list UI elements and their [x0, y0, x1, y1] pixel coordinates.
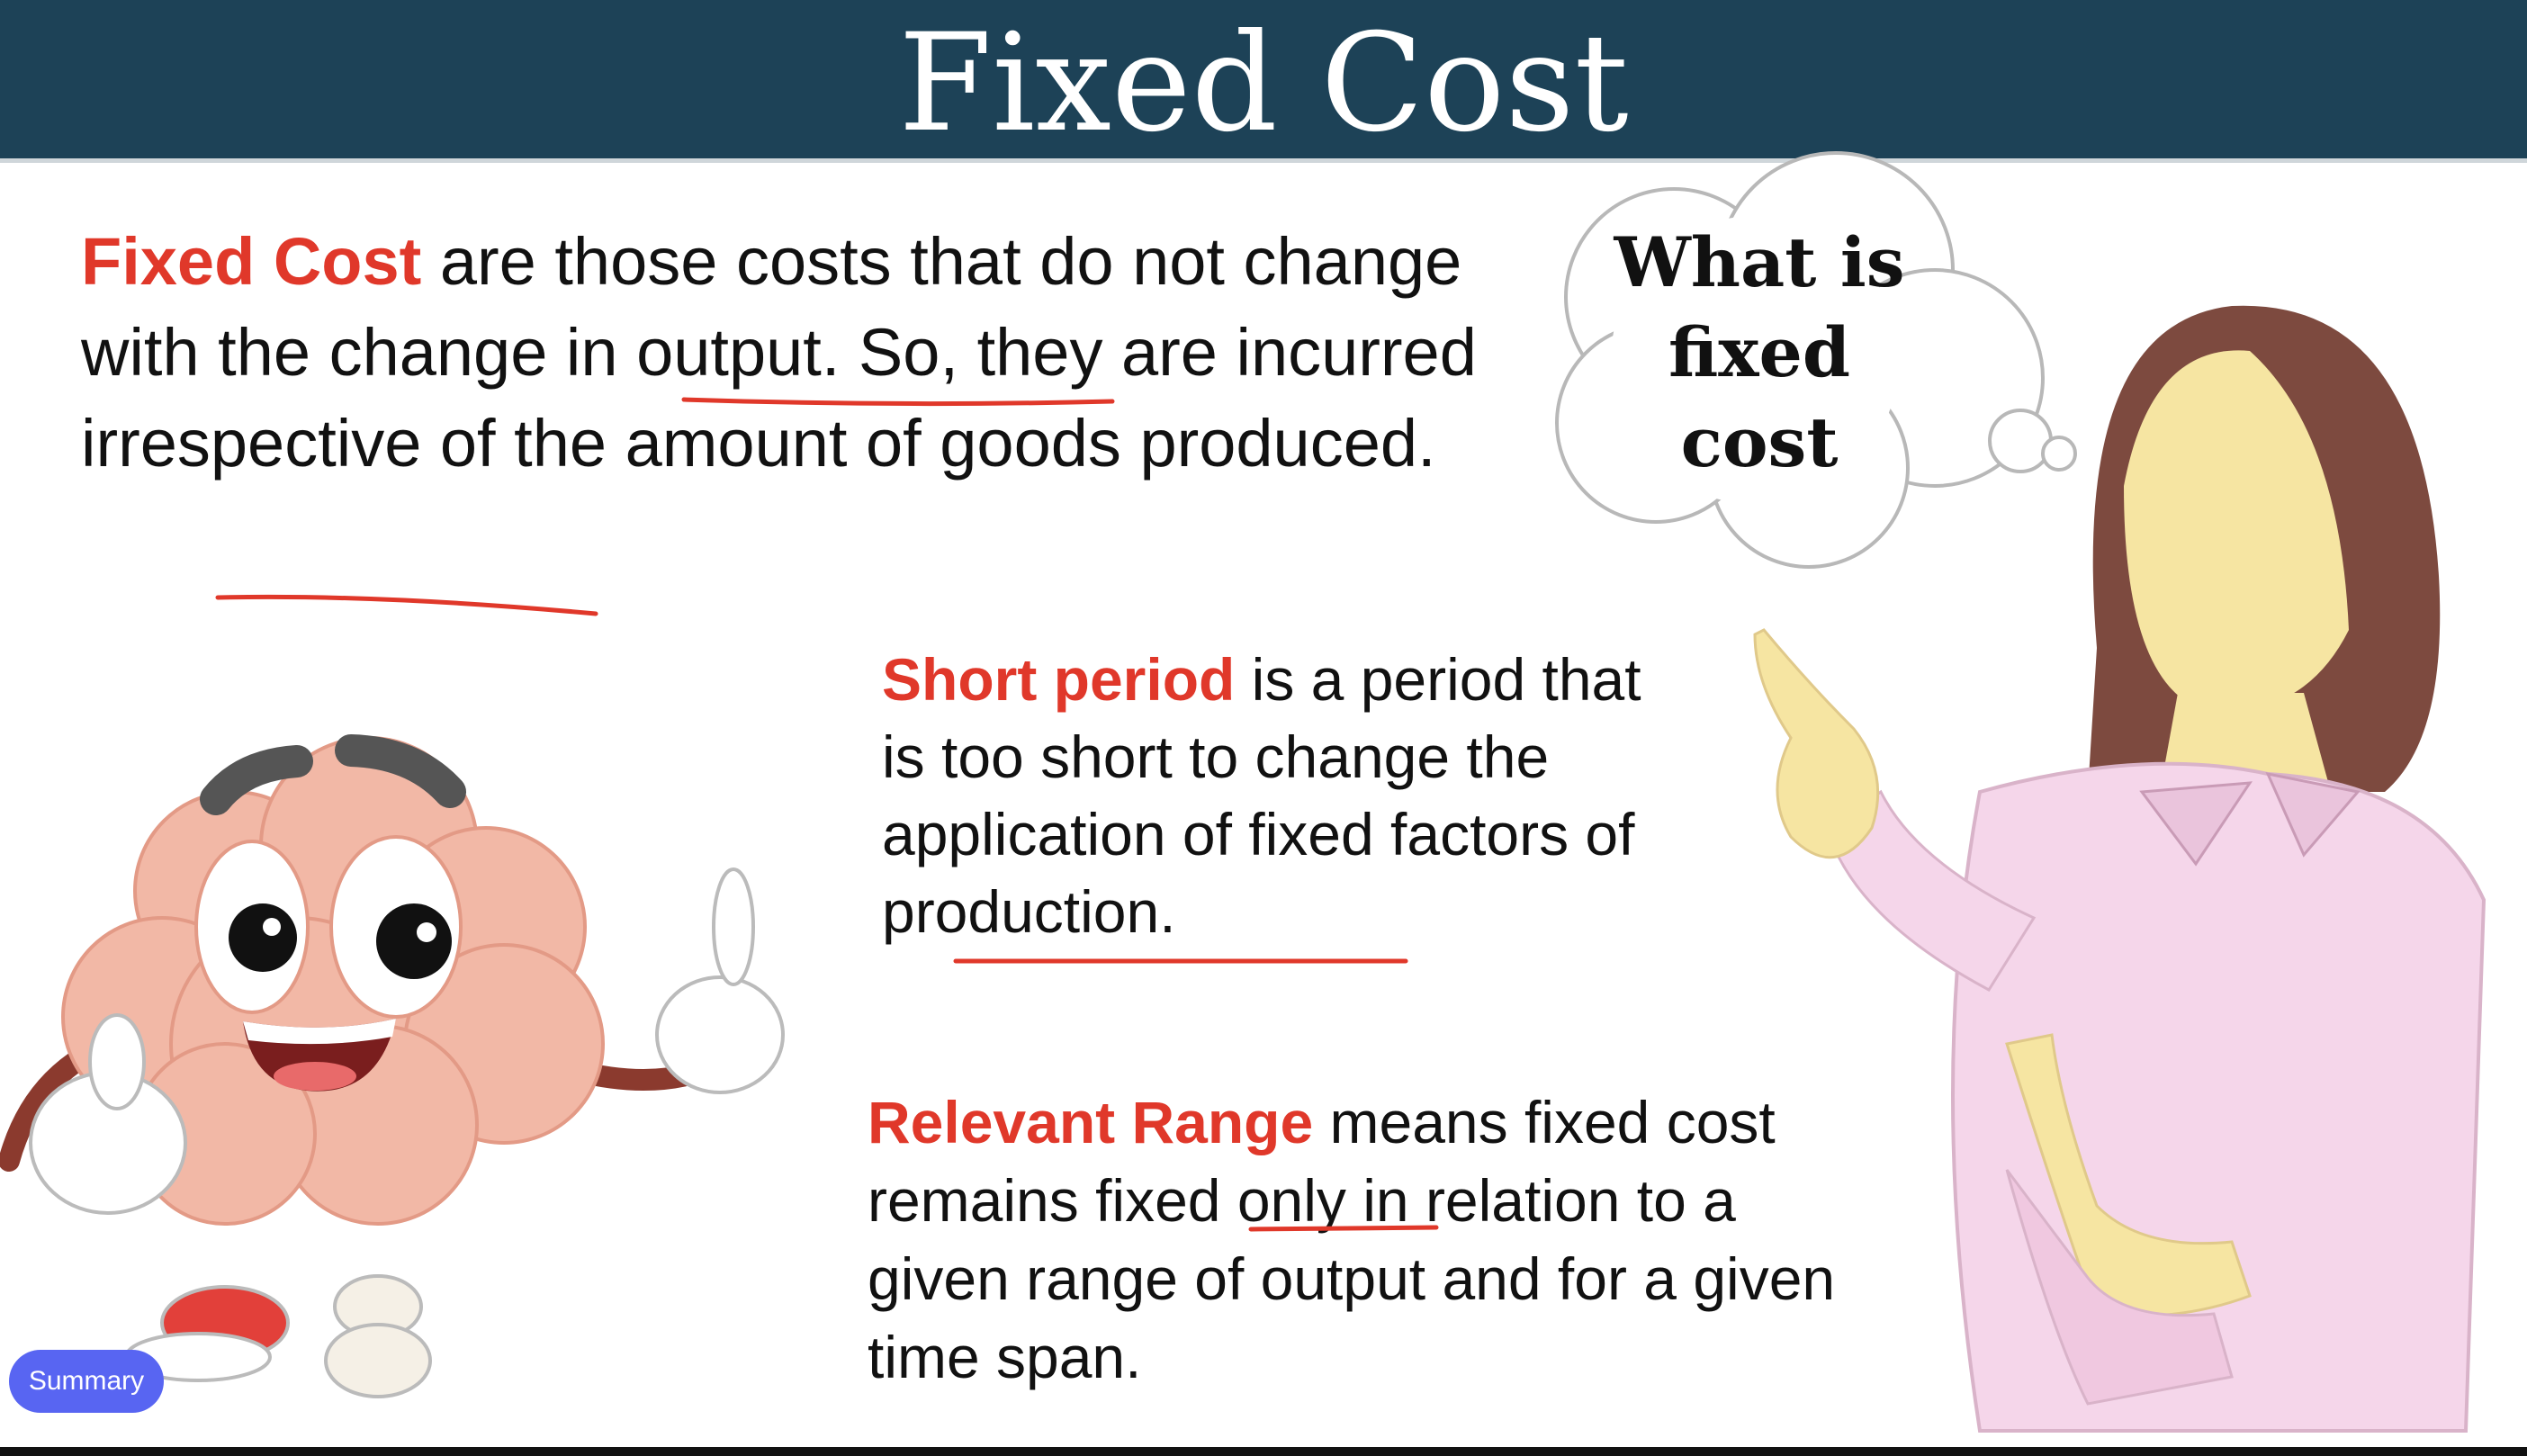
relevant-range-term: Relevant Range: [868, 1089, 1314, 1155]
fixed-cost-term: Fixed Cost: [81, 224, 422, 299]
bubble-line-1: What is: [1614, 222, 1905, 302]
underline-change-in-output: [681, 397, 1115, 407]
short-period-text: is a period that is too short to change …: [882, 646, 1641, 945]
title-bar: [0, 0, 2527, 163]
underline-goods-produced: [215, 594, 598, 616]
fixed-cost-definition: Fixed Cost are those costs that do not c…: [81, 216, 1539, 489]
summary-button[interactable]: Summary: [9, 1350, 164, 1413]
woman-figure: [1753, 305, 2487, 1433]
bubble-line-3: cost: [1680, 402, 1839, 482]
bottom-border: [0, 1447, 2527, 1456]
thought-bubble-text: What is fixed cost: [1597, 218, 1921, 488]
slide-title: Fixed Cost: [898, 5, 1629, 162]
brain-character: [0, 734, 785, 1398]
relevant-range-text: means fixed cost remains fixed only in r…: [868, 1089, 1836, 1390]
bubble-line-2: fixed: [1668, 312, 1851, 392]
relevant-range-definition: Relevant Range means fixed cost remains …: [868, 1083, 1875, 1397]
short-period-definition: Short period is a period that is too sho…: [882, 641, 1692, 950]
underline-fixed-only: [1248, 1225, 1439, 1232]
fixed-cost-text: are those costs that do not change with …: [81, 224, 1477, 481]
short-period-term: Short period: [882, 646, 1236, 713]
